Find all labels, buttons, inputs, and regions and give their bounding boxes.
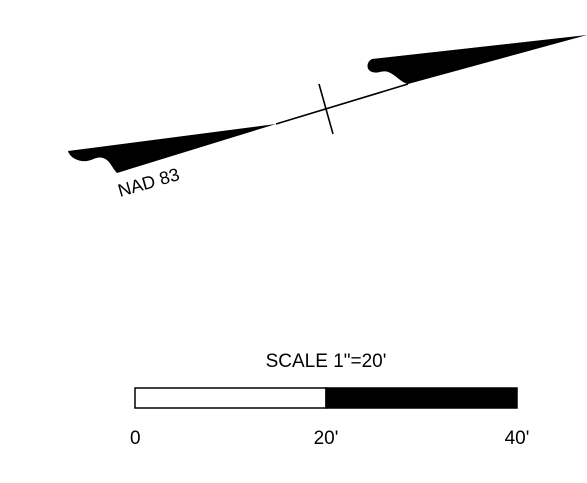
north-arrow-icon bbox=[68, 35, 587, 173]
scale-bar: SCALE 1"=20' 0 20' 40' bbox=[130, 351, 529, 449]
scale-segment-first bbox=[134, 387, 327, 409]
north-arrow-line bbox=[275, 83, 409, 125]
scale-tick-0: 0 bbox=[130, 428, 141, 449]
north-arrow-tail bbox=[68, 124, 276, 173]
scale-tick-40: 40' bbox=[505, 428, 530, 449]
scale-tick-20: 20' bbox=[314, 428, 339, 449]
scale-segment-second bbox=[325, 387, 518, 409]
north-arrow-cross-tick bbox=[318, 83, 334, 135]
scale-title: SCALE 1"=20' bbox=[266, 351, 387, 372]
north-arrow-head bbox=[367, 35, 587, 84]
